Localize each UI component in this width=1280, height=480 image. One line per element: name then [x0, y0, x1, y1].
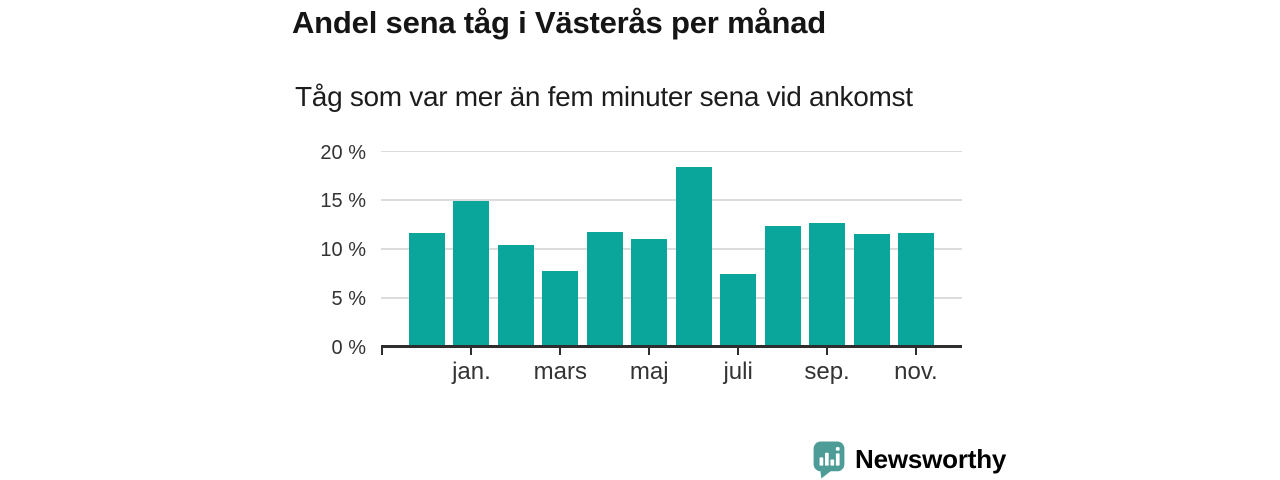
x-axis-tick-label: mars [533, 358, 588, 385]
bar [897, 232, 934, 346]
gridline [380, 199, 962, 201]
brand-logo: Newsworthy [813, 441, 1006, 479]
bar [809, 222, 846, 346]
y-axis-tick-label: 0 % [331, 337, 366, 359]
y-axis-tick-label: 20 % [320, 141, 366, 164]
y-axis-tick-label: 15 % [320, 190, 366, 213]
bar [497, 245, 534, 346]
bar [853, 233, 890, 346]
gridline [380, 150, 962, 153]
x-axis-tick [470, 348, 473, 355]
x-axis-tick-label: juli [723, 358, 753, 385]
gridline [380, 248, 962, 250]
bar [631, 238, 668, 346]
x-axis-tick-label: maj [629, 358, 669, 385]
x-axis-tick [826, 348, 829, 355]
y-axis-tick-label: 5 % [331, 288, 366, 311]
bar [409, 232, 445, 346]
x-axis-line [380, 345, 962, 348]
gridline [380, 297, 962, 299]
x-axis-tick [914, 348, 917, 355]
x-axis-tick [648, 348, 651, 355]
x-axis-tick-label: sep. [804, 358, 850, 385]
x-axis-tick-label: jan. [452, 358, 491, 385]
bar [764, 225, 801, 346]
bar [586, 231, 623, 346]
x-axis-tick [737, 348, 740, 355]
bar [542, 270, 579, 346]
bar [453, 201, 490, 346]
chart-subtitle: Tåg som var mer än fem minuter sena vid … [295, 81, 913, 112]
chart-title: Andel sena tåg i Västerås per månad [292, 5, 826, 40]
bar [720, 273, 757, 346]
brand-name: Newsworthy [855, 444, 1007, 474]
x-axis-tick [559, 348, 562, 355]
x-axis-tick-label: nov. [894, 358, 938, 385]
y-axis-tick-label: 10 % [320, 239, 366, 262]
newsworthy-bubble-chart-icon [813, 441, 845, 479]
bar [675, 167, 712, 346]
x-axis-tick [380, 348, 383, 355]
